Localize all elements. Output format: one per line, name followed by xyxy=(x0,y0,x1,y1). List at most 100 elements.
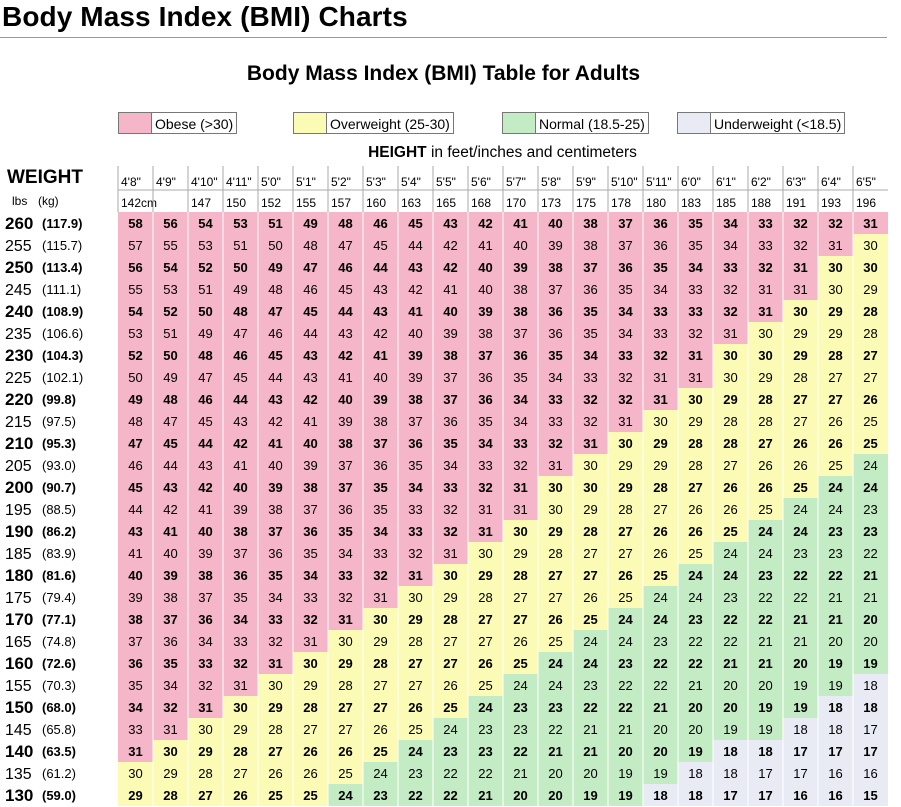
bmi-value: 48 xyxy=(338,216,352,231)
bmi-value: 27 xyxy=(758,436,772,451)
bmi-cell xyxy=(818,432,853,454)
bmi-value: 20 xyxy=(688,700,702,715)
bmi-cell xyxy=(468,476,503,498)
bmi-value: 28 xyxy=(548,546,562,561)
bmi-cell xyxy=(293,630,328,652)
bmi-value: 17 xyxy=(793,766,807,781)
bmi-cell xyxy=(853,762,888,784)
bmi-cell xyxy=(153,608,188,630)
bmi-cell xyxy=(328,476,363,498)
bmi-value: 42 xyxy=(373,326,387,341)
bmi-value: 48 xyxy=(198,348,212,363)
bmi-cell xyxy=(503,454,538,476)
bmi-cell xyxy=(573,674,608,696)
bmi-cell xyxy=(678,366,713,388)
bmi-value: 36 xyxy=(618,260,632,275)
bmi-cell xyxy=(783,696,818,718)
bmi-cell xyxy=(468,498,503,520)
bmi-cell xyxy=(573,564,608,586)
bmi-cell xyxy=(503,432,538,454)
bmi-value: 24 xyxy=(688,590,702,605)
weight-kg: (97.5) xyxy=(42,414,76,429)
bmi-value: 46 xyxy=(233,348,247,363)
bmi-cell xyxy=(363,476,398,498)
height-cm-label: 188 xyxy=(751,196,771,210)
bmi-value: 31 xyxy=(688,370,702,385)
bmi-cell xyxy=(503,718,538,740)
bmi-value: 41 xyxy=(233,458,247,473)
bmi-cell xyxy=(748,696,783,718)
bmi-value: 54 xyxy=(198,216,213,231)
height-cm-label: 142cm xyxy=(121,196,157,210)
weight-lbs: 135 xyxy=(5,766,32,783)
bmi-cell xyxy=(293,234,328,256)
height-caption-bold: HEIGHT xyxy=(368,144,427,161)
bmi-cell xyxy=(468,234,503,256)
bmi-cell xyxy=(118,388,153,410)
bmi-cell xyxy=(328,366,363,388)
bmi-value: 42 xyxy=(338,348,352,363)
bmi-cell xyxy=(573,630,608,652)
weight-lbs: 255 xyxy=(5,238,32,255)
bmi-value: 44 xyxy=(268,370,282,385)
bmi-value: 19 xyxy=(793,700,807,715)
bmi-cell xyxy=(398,784,433,806)
bmi-value: 39 xyxy=(408,370,422,385)
bmi-cell xyxy=(818,322,853,344)
weight-lbs: 190 xyxy=(5,522,33,541)
bmi-cell xyxy=(818,696,853,718)
bmi-cell xyxy=(818,652,853,674)
bmi-cell xyxy=(118,542,153,564)
bmi-value: 17 xyxy=(863,744,877,759)
bmi-value: 25 xyxy=(513,656,527,671)
bmi-cell xyxy=(153,432,188,454)
bmi-cell xyxy=(293,740,328,762)
bmi-value: 23 xyxy=(863,524,877,539)
bmi-cell xyxy=(258,454,293,476)
bmi-cell xyxy=(783,300,818,322)
bmi-cell xyxy=(853,410,888,432)
bmi-value: 37 xyxy=(548,282,562,297)
bmi-value: 27 xyxy=(793,414,807,429)
bmi-value: 21 xyxy=(793,612,807,627)
height-caption-rest: in feet/inches and centimeters xyxy=(426,144,637,161)
bmi-cell xyxy=(853,498,888,520)
bmi-value: 33 xyxy=(513,436,527,451)
bmi-cell xyxy=(573,740,608,762)
bmi-cell xyxy=(818,476,853,498)
bmi-cell xyxy=(398,718,433,740)
bmi-cell xyxy=(398,212,433,234)
bmi-value: 36 xyxy=(408,436,422,451)
bmi-cell xyxy=(538,542,573,564)
bmi-value: 19 xyxy=(723,722,737,737)
bmi-cell xyxy=(153,586,188,608)
bmi-cell xyxy=(293,432,328,454)
bmi-value: 44 xyxy=(303,326,317,341)
bmi-cell xyxy=(538,520,573,542)
bmi-cell xyxy=(398,300,433,322)
bmi-value: 20 xyxy=(793,656,807,671)
bmi-cell xyxy=(153,762,188,784)
bmi-value: 31 xyxy=(478,524,492,539)
bmi-value: 30 xyxy=(758,348,772,363)
bmi-cell xyxy=(853,564,888,586)
height-cm-label: 157 xyxy=(331,196,351,210)
bmi-value: 38 xyxy=(548,260,562,275)
bmi-value: 28 xyxy=(583,524,597,539)
bmi-cell xyxy=(118,696,153,718)
bmi-cell xyxy=(853,630,888,652)
bmi-cell xyxy=(853,388,888,410)
weight-lbs: 170 xyxy=(5,610,33,629)
legend-normal: Normal (18.5-25) xyxy=(502,112,649,134)
bmi-value: 33 xyxy=(408,502,422,517)
bmi-cell xyxy=(503,630,538,652)
bmi-value: 40 xyxy=(338,392,352,407)
bmi-cell xyxy=(538,322,573,344)
height-ft-label: 6'2" xyxy=(751,175,771,189)
bmi-cell xyxy=(818,278,853,300)
bmi-cell xyxy=(188,630,223,652)
bmi-cell xyxy=(363,498,398,520)
bmi-value: 52 xyxy=(163,304,177,319)
bmi-value: 40 xyxy=(303,436,317,451)
bmi-value: 34 xyxy=(723,216,738,231)
